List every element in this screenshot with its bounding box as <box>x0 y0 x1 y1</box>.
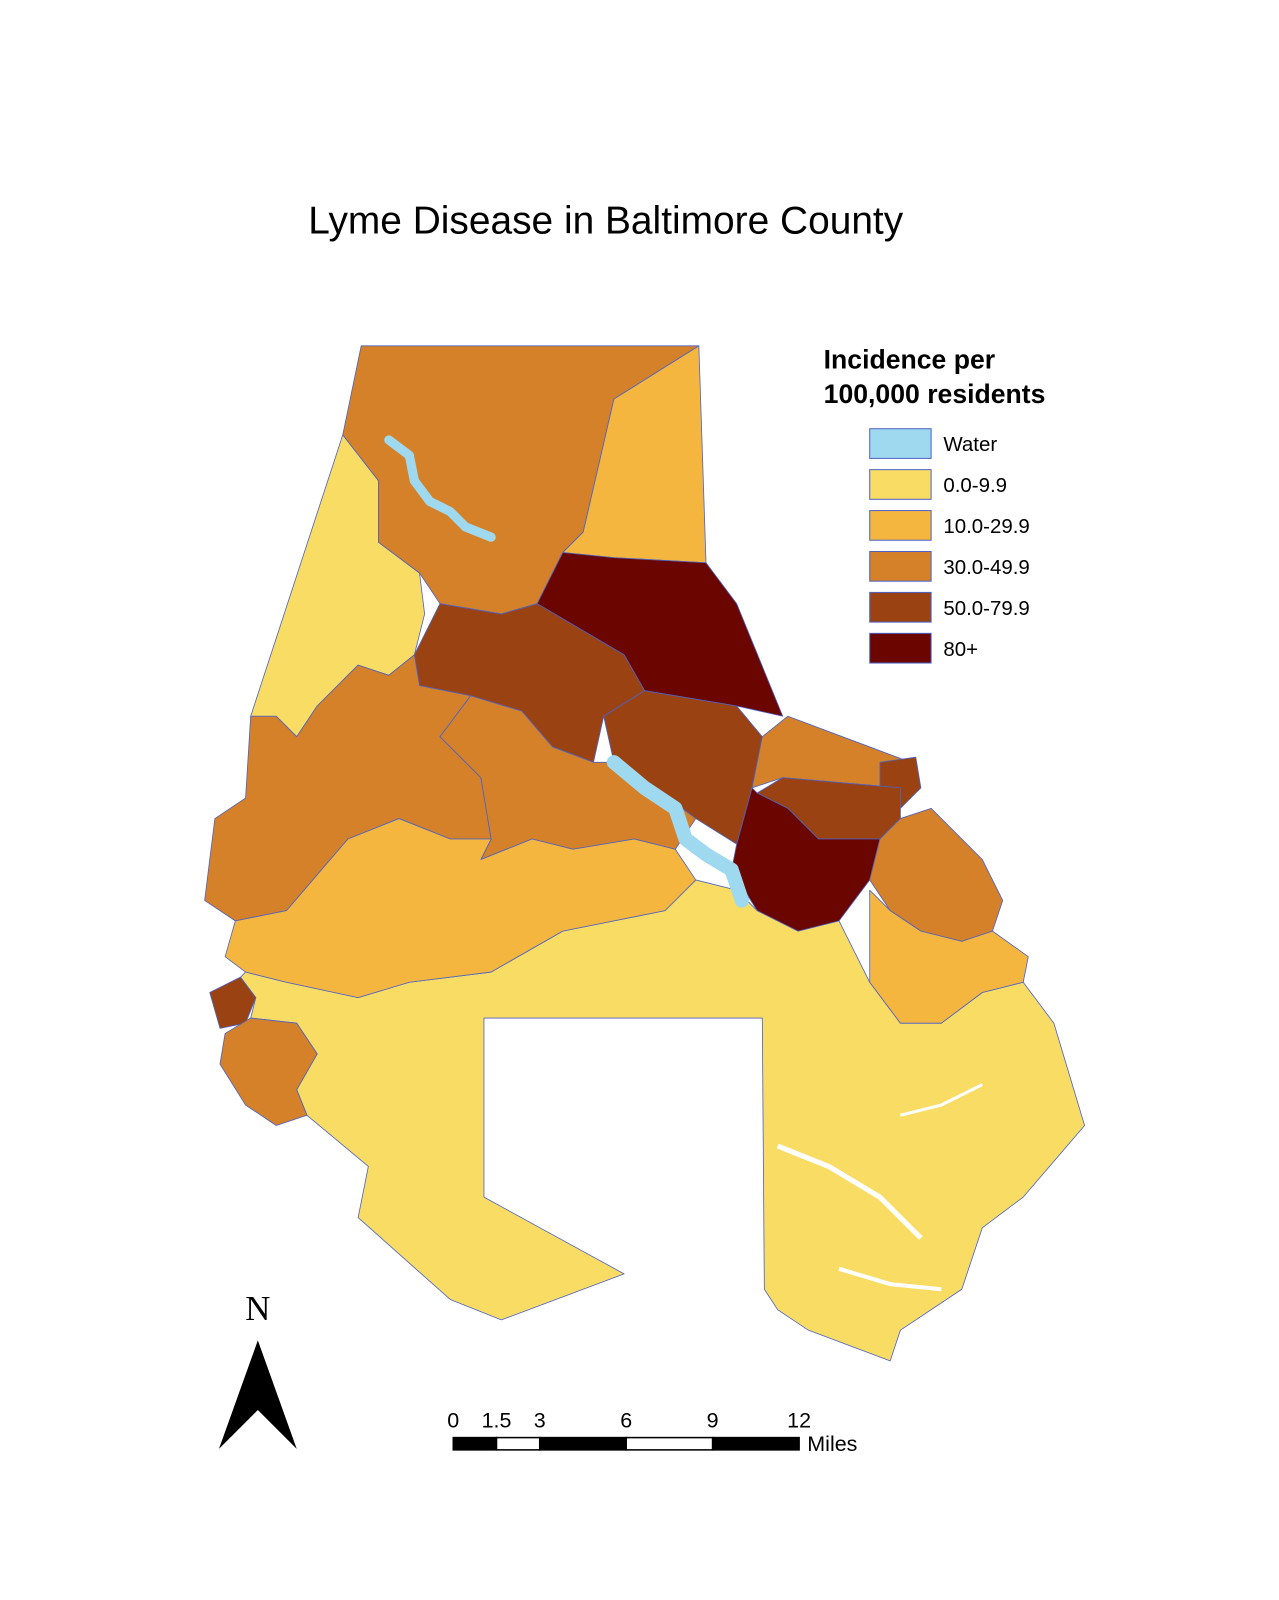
region <box>209 976 257 1029</box>
legend: Water 0.0-9.9 10.0-29.9 30.0-49.9 50.0-79.9 8… <box>869 428 1030 664</box>
region <box>731 787 881 932</box>
legend-label: 30.0-49.9 <box>943 556 1029 579</box>
legend-swatch <box>869 591 932 623</box>
legend-title: Incidence per <box>824 344 995 374</box>
scale-segment <box>625 1436 714 1451</box>
scale-segment <box>452 1436 498 1451</box>
map-layout: Lyme Disease in Baltimore County Inciden… <box>204 199 1086 1456</box>
scale-segment <box>711 1436 800 1451</box>
inlet <box>776 1143 923 1240</box>
reservoir <box>606 755 749 908</box>
scale-tick-label: 12 <box>787 1408 811 1432</box>
region <box>219 1017 318 1126</box>
scale-tick-label: 1.5 <box>482 1408 512 1432</box>
legend-swatch <box>869 632 932 664</box>
legend-swatch <box>869 510 932 541</box>
inlet <box>838 1266 942 1292</box>
scale-tick-label: 3 <box>534 1408 546 1432</box>
region <box>603 690 763 845</box>
legend-label: 10.0-29.9 <box>943 515 1029 538</box>
region <box>869 889 1029 1024</box>
legend-label: 80+ <box>943 638 978 661</box>
county-map <box>204 345 1086 1362</box>
legend-label: 50.0-79.9 <box>943 597 1029 620</box>
north-label: N <box>245 1289 270 1328</box>
scale-tick-label: 0 <box>447 1408 459 1432</box>
scale-tick-label: 9 <box>707 1408 719 1432</box>
reservoir <box>384 435 496 542</box>
legend-swatch <box>869 550 932 582</box>
scale-segment <box>495 1436 541 1451</box>
region <box>224 818 697 999</box>
legend-swatch <box>869 428 932 459</box>
legend-title: 100,000 residents <box>824 379 1046 409</box>
scale-segment <box>538 1436 627 1451</box>
legend-label: 0.0-9.9 <box>943 474 1007 497</box>
map-title: Lyme Disease in Baltimore County <box>308 199 903 242</box>
scale-tick-label: 6 <box>620 1408 632 1432</box>
north-arrow <box>218 1340 297 1449</box>
inlet <box>900 1083 983 1117</box>
legend-label: Water <box>943 433 997 456</box>
scale-unit: Miles <box>807 1432 857 1456</box>
legend-swatch <box>869 469 932 500</box>
